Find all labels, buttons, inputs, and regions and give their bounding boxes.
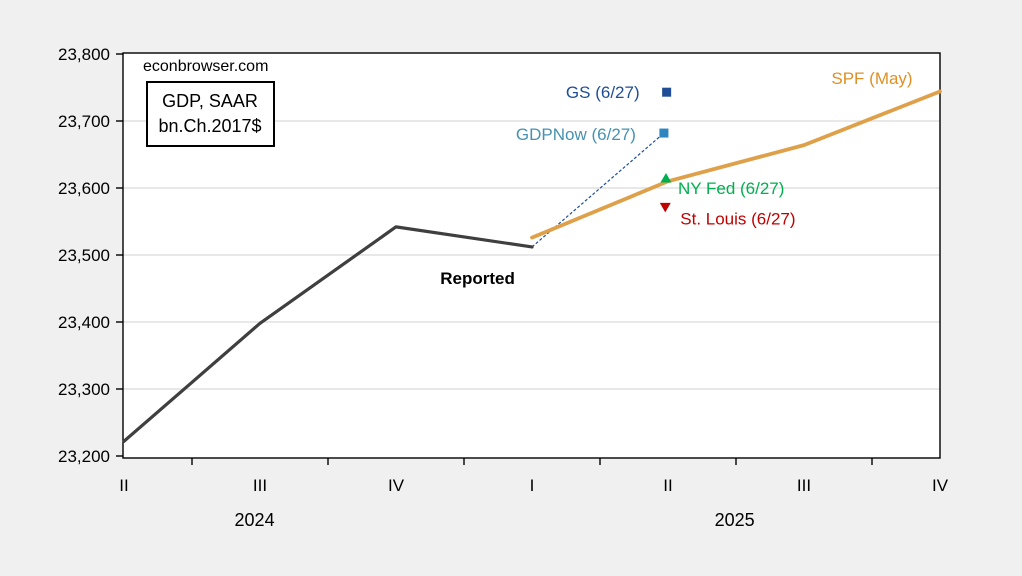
x-year-label: 2025	[715, 510, 755, 530]
series-line-spf-may-	[530, 89, 942, 240]
series-label-reported: Reported	[440, 269, 515, 288]
y-tick-label: 23,500	[58, 246, 110, 265]
x-year-label: 2024	[235, 510, 275, 530]
ny-fed-marker	[660, 172, 672, 183]
watermark-text: econbrowser.com	[143, 58, 268, 75]
series-line-reported	[122, 225, 534, 443]
chart-title-box	[146, 81, 275, 147]
series-label-spf-may-: SPF (May)	[831, 69, 912, 88]
x-tick-label: III	[253, 476, 267, 495]
chart-title-line1: GDP, SAAR	[162, 91, 258, 111]
gdpnow-marker	[659, 128, 669, 138]
y-tick-label: 23,600	[58, 179, 110, 198]
x-tick-label: IV	[932, 476, 949, 495]
x-tick-label: IV	[388, 476, 405, 495]
chart-title-line2: bn.Ch.2017$	[158, 116, 261, 136]
st-louis-label: St. Louis (6/27)	[680, 209, 795, 228]
x-tick-label: II	[663, 476, 672, 495]
x-tick-label: III	[797, 476, 811, 495]
gs-marker	[662, 87, 672, 97]
st-louis-marker	[659, 202, 671, 213]
gs-label: GS (6/27)	[566, 83, 640, 102]
ny-fed-label: NY Fed (6/27)	[678, 179, 784, 198]
y-tick-label: 23,700	[58, 112, 110, 131]
x-tick-label: II	[119, 476, 128, 495]
y-tick-label: 23,400	[58, 313, 110, 332]
x-tick-label: I	[530, 476, 535, 495]
y-tick-label: 23,200	[58, 447, 110, 466]
forecast-connector-line	[531, 132, 665, 248]
y-tick-label: 23,300	[58, 380, 110, 399]
y-tick-label: 23,800	[58, 45, 110, 64]
gdpnow-label: GDPNow (6/27)	[516, 125, 636, 144]
